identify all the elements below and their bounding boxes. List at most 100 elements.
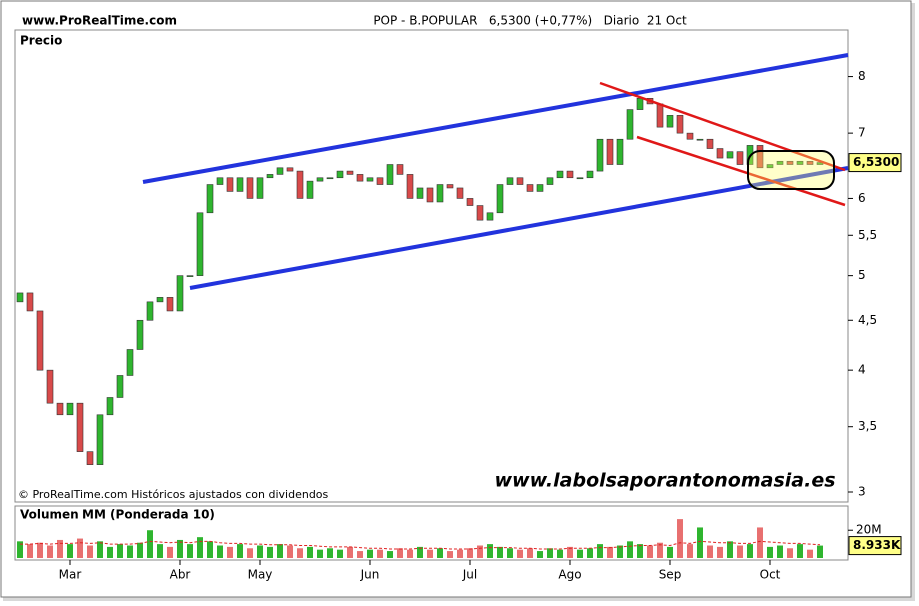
volume-bar [237,544,243,558]
candle-body [146,301,154,321]
volume-bar [747,544,753,558]
volume-bar [447,551,453,558]
candle-body [616,138,624,165]
volume-bar [57,539,63,558]
volume-bar [517,549,523,558]
candle-body [226,177,234,192]
candle-body [476,205,484,221]
candle-body [206,184,214,214]
volume-bar [227,546,233,558]
last-price-label: 6,5300 [853,155,899,169]
y-tick-label: 4 [858,363,866,377]
volume-bar [297,548,303,558]
volume-bar [557,549,563,558]
header-title: POP - B.POPULAR 6,5300 (+0,77%) Diario 2… [373,14,687,28]
x-tick-label: Oct [760,568,781,582]
candle-body [466,198,474,206]
candle-body [796,160,804,165]
volume-bar [67,544,73,558]
candle-body [16,292,24,303]
candle-body [716,148,724,159]
volume-bar [537,551,543,558]
volume-bar [157,544,163,558]
volume-bar [547,548,553,558]
volume-bar [97,541,103,558]
candle-body [376,177,384,185]
volume-bar [407,549,413,558]
volume-bar [317,549,323,558]
down-channel-upper [599,81,846,172]
candle-body [636,98,644,110]
volume-bar [387,551,393,558]
volume-bar [167,546,173,558]
copyright-note: © ProRealTime.com Históricos ajustados c… [18,488,329,501]
candle-body [606,138,614,165]
volume-bar [527,548,533,558]
candle-body [106,397,114,416]
plot: 3 3,5 4 4,5 5 5,5 6 7 8 Mar Abr May Jun Jul Ago Sep Oct 6… [16,69,902,582]
down-channel-lower [636,135,846,207]
volume-bar [637,544,643,558]
candle-body [306,180,314,199]
candle-body [246,177,254,199]
y-tick-label: 3 [858,485,866,499]
candle-body [236,177,244,192]
last-volume-label: 8.933K [853,538,901,552]
candle-body [456,187,464,199]
volume-bar [697,527,703,558]
legend-mm: MM (Ponderada 10) [82,508,215,522]
panel-title: Precio [20,34,62,48]
volume-bar [37,542,43,558]
candle-body [576,177,584,180]
candle-body [776,160,784,165]
y-tick-label: 20M [856,523,882,537]
candle-body [536,184,544,192]
candle-body [116,375,124,398]
candle-body [416,187,424,199]
volume-bar [337,549,343,558]
candle-body [386,164,394,185]
candle-body [736,151,744,165]
x-tick-label: May [248,568,273,582]
candle-body [336,170,344,179]
price-panel [14,29,849,503]
volume-bar [107,546,113,558]
candle-body [666,115,674,128]
candle-body [436,184,444,203]
volume-bar [77,538,83,558]
volume-bar [657,542,663,558]
candle-body [296,170,304,199]
candle-body [806,160,814,165]
y-tick-label: 5,5 [858,228,877,242]
candle-body [686,132,694,140]
volume-bar [617,545,623,558]
channel-lower [189,166,849,290]
candle-body [596,138,604,172]
x-tick-label: Sep [659,568,682,582]
candle-body [186,275,194,277]
volume-bar [307,546,313,558]
volume-bar [117,544,123,558]
candle-body [36,310,44,371]
volume-bar [507,548,513,558]
volume-bar [777,545,783,558]
candle-body [256,177,264,199]
volume-bar [457,549,463,558]
last-price-box [848,153,902,173]
volume-bar [807,549,813,558]
volume-bar [757,527,763,558]
x-tick-label: Jun [360,568,380,582]
volume-bar [497,546,503,558]
volume-bar [397,548,403,558]
site: www.ProRealTime.com [22,14,177,28]
x-tick-label: Mar [59,568,82,582]
candle-body [486,212,494,221]
x-tick-label: Abr [170,568,191,582]
volume-bar [257,545,263,558]
y-tick-label: 3,5 [858,419,877,433]
volume-bar [247,548,253,558]
candle-body [286,167,294,172]
x-tick-label: Jul [462,568,477,582]
candle-body [266,174,274,179]
